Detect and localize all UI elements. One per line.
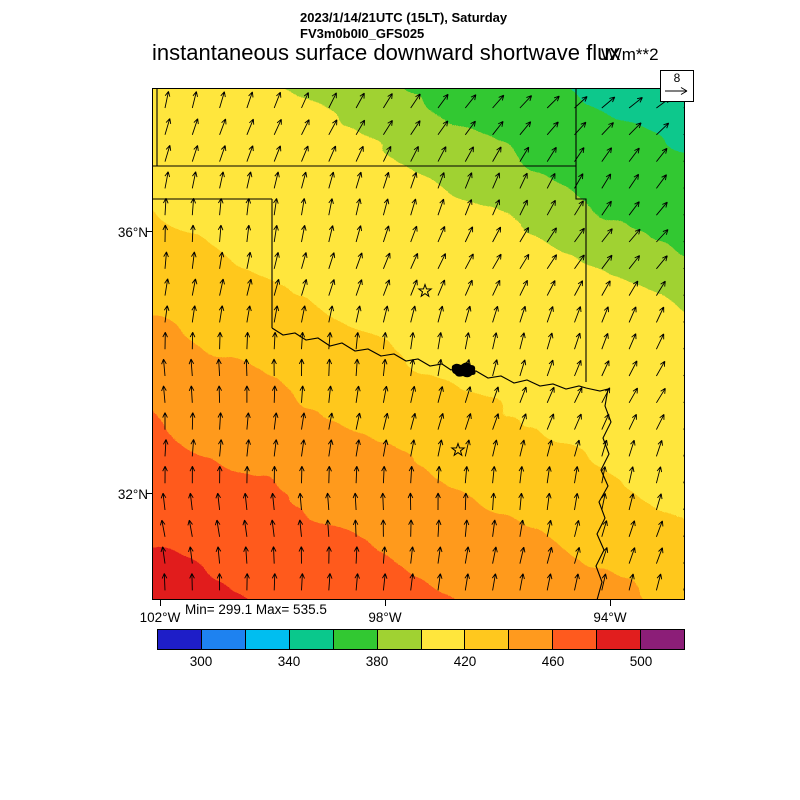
city-star-south — [450, 441, 466, 457]
flux-field-layer — [107, 43, 730, 645]
lat-label-32n: 32°N — [117, 487, 148, 502]
lat-tick-32n — [146, 493, 152, 494]
lat-label-36n: 36°N — [117, 225, 148, 240]
flux-map-svg — [107, 43, 730, 645]
colorbar-cell-9 — [553, 629, 598, 650]
colorbar-tick-460: 460 — [541, 654, 565, 669]
colorbar-labels: 300 340 380 420 460 500 — [0, 654, 800, 672]
model-run-title: FV3m0b0I0_GFS025 — [300, 26, 425, 41]
map-frame — [152, 88, 685, 600]
colorbar-cell-8 — [509, 629, 554, 650]
plot-title: instantaneous surface downward shortwave… — [152, 40, 621, 65]
lat-tick-36n — [146, 231, 152, 232]
lon-label-102w: 102°W — [139, 610, 181, 625]
reference-vector-box: 8 — [660, 70, 694, 102]
colorbar — [157, 629, 686, 650]
colorbar-tick-340: 340 — [277, 654, 301, 669]
units-label: W/m**2 — [601, 45, 659, 64]
colorbar-cell-3 — [289, 629, 334, 650]
reference-vector-value: 8 — [673, 71, 681, 85]
lon-tick-94w — [610, 600, 611, 606]
colorbar-cell-6 — [421, 629, 466, 650]
colorbar-cell-10 — [597, 629, 642, 650]
colorbar-cell-11 — [641, 629, 686, 650]
lon-tick-102w — [160, 600, 161, 606]
city-star-north — [417, 282, 433, 298]
lon-tick-98w — [385, 600, 386, 606]
city-stars — [417, 282, 466, 457]
colorbar-cell-4 — [333, 629, 378, 650]
map-area — [107, 43, 730, 645]
colorbar-tick-500: 500 — [629, 654, 653, 669]
colorbar-cell-2 — [245, 629, 290, 650]
state-borders — [152, 88, 612, 601]
colorbar-tick-380: 380 — [365, 654, 389, 669]
colorbar-cell-7 — [465, 629, 510, 650]
colorbar-cell-5 — [377, 629, 422, 650]
reference-arrow-icon — [665, 87, 688, 95]
lon-label-94w: 94°W — [593, 610, 627, 625]
valid-time-title: 2023/1/14/21UTC (15LT), Saturday — [300, 10, 508, 25]
wind-arrows — [159, 91, 699, 591]
colorbar-cell-1 — [201, 629, 246, 650]
state-borders-layer — [152, 88, 612, 601]
lake-texoma — [451, 362, 476, 378]
lon-label-98w: 98°W — [368, 610, 402, 625]
colorbar-tick-420: 420 — [453, 654, 477, 669]
minmax-label: Min= 299.1 Max= 535.5 — [185, 602, 327, 617]
colorbar-cell-0 — [157, 629, 202, 650]
colorbar-tick-300: 300 — [189, 654, 213, 669]
